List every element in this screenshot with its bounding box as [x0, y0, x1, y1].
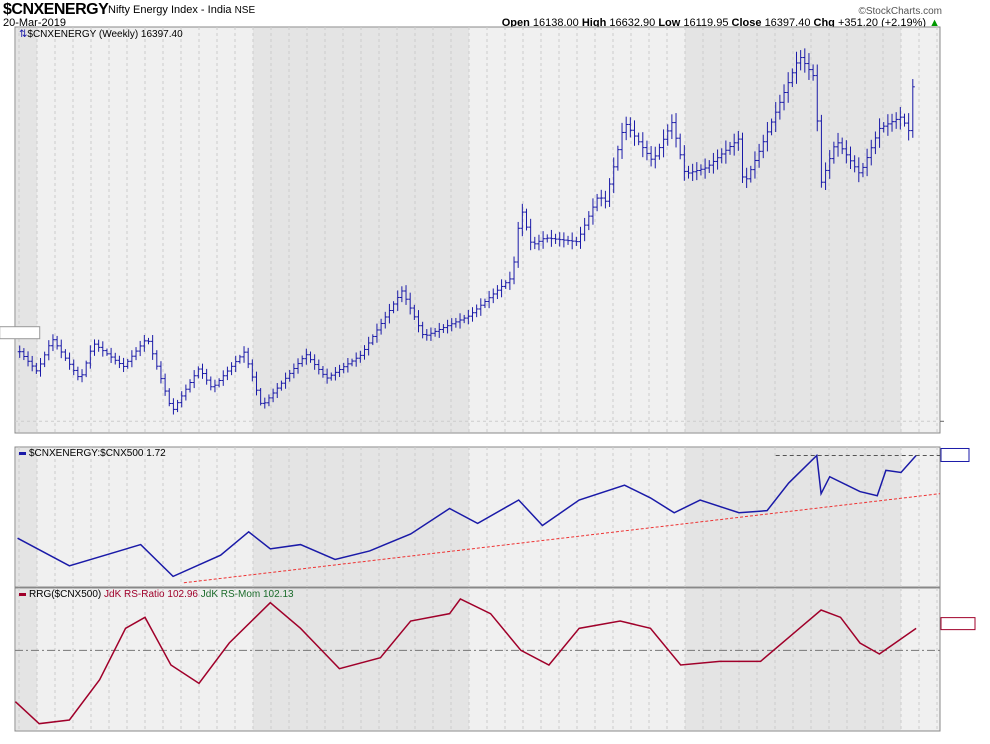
high-label: High: [581, 17, 607, 29]
year-band: [685, 448, 901, 586]
close-label: Close: [731, 17, 762, 29]
chg-label: Chg: [813, 17, 835, 29]
rs-line: [17, 453, 917, 578]
rrg-panel-title: RRG($CNX500) JdK RS-Ratio 102.96 JdK RS-…: [19, 589, 294, 600]
symbol: $CNXENERGY: [3, 1, 109, 18]
open-label: Open: [501, 17, 530, 29]
close-value: 16397.40: [764, 17, 811, 29]
quote-summary: Open 16138.00 High 16632.90 Low 16119.95…: [502, 17, 940, 29]
ohlc-legend-icon: ⇅: [19, 29, 28, 40]
open-value: 16138.00: [532, 17, 579, 29]
index-name: Nifty Energy Index - India NSE: [108, 4, 255, 16]
brand: ©StockCharts.com: [858, 6, 942, 17]
exchange: NSE: [234, 5, 256, 16]
low-label: Low: [658, 17, 681, 29]
rrg-panel-title-text: RRG($CNX500): [29, 589, 102, 600]
rs-panel-title-text: $CNXENERGY:$CNX500 1.72: [29, 448, 166, 459]
rs-panel-title: $CNXENERGY:$CNX500 1.72: [19, 448, 166, 459]
rs-last-box: [940, 447, 970, 462]
year-band: [15, 589, 37, 730]
high-value: 16632.90: [609, 17, 656, 29]
rrg-legend-mom: JdK RS-Mom 102.13: [200, 589, 294, 600]
price-panel-title-text: $CNXENERGY (Weekly) 16397.40: [27, 29, 183, 40]
index-name-text: Nifty Energy Index - India: [108, 4, 232, 16]
rs-legend-icon: [19, 451, 26, 455]
rrg-last-box: [940, 617, 976, 631]
price-panel-title: ⇅$CNXENERGY (Weekly) 16397.40: [19, 29, 183, 40]
rrg-legend-icon: [19, 592, 26, 596]
low-value: 16119.95: [683, 17, 729, 29]
price-bars: [17, 48, 915, 415]
chg-value: +351.20 (+2.19%): [837, 17, 927, 29]
year-band: [15, 448, 37, 586]
rrg-legend-ratio: JdK RS-Ratio 102.96: [104, 589, 198, 600]
price-label-box: [0, 326, 41, 340]
rrg-series-0: [14, 598, 917, 725]
up-arrow-icon: ▲: [929, 17, 940, 29]
rs-trendline: [183, 493, 941, 584]
chart-date: 20-Mar-2019: [3, 17, 66, 29]
